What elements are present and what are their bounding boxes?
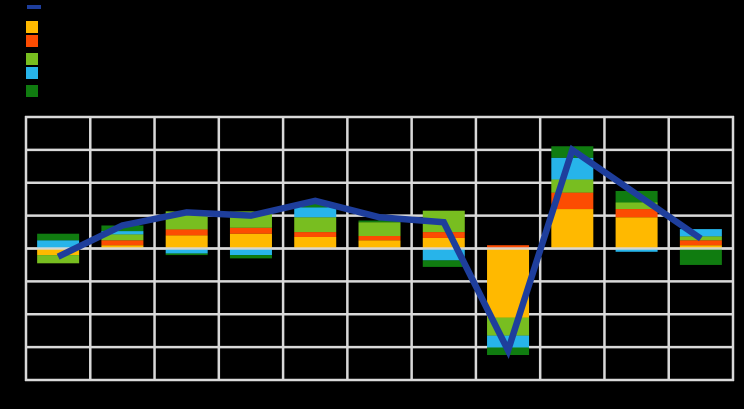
bar-segment: [37, 248, 80, 256]
legend-square-swatch: [26, 53, 38, 65]
legend-item: [26, 85, 44, 97]
bar-segment: [679, 248, 722, 265]
bar-segment: [422, 248, 465, 261]
legend-square-swatch: [26, 21, 38, 33]
bar-segment: [101, 245, 144, 249]
bar-segment: [358, 236, 401, 241]
bar-segment: [294, 203, 337, 208]
line-series: [56, 144, 703, 359]
bar-segment: [294, 236, 337, 249]
bar-segment: [229, 233, 272, 249]
legend-square-swatch: [26, 85, 38, 97]
legend-item: [26, 67, 44, 79]
bar-segment: [615, 248, 658, 252]
legend-line-swatch: [27, 5, 41, 9]
bar-segment: [37, 233, 80, 241]
bar-segment: [294, 207, 337, 218]
legend-square-swatch: [26, 67, 38, 79]
bar-segment: [358, 222, 401, 237]
bar-segment: [37, 255, 80, 264]
bar-segment: [422, 232, 465, 238]
bar-segment: [422, 260, 465, 267]
bar-segment: [229, 255, 272, 259]
bar-segment: [165, 248, 208, 254]
bar-segment: [165, 229, 208, 236]
legend-item: [26, 35, 44, 47]
bar-segment: [551, 209, 594, 249]
bar-segment: [358, 220, 401, 223]
bar-segment: [37, 240, 80, 249]
bar-segment: [101, 231, 144, 235]
bar-segment: [679, 240, 722, 246]
bar-segment: [294, 232, 337, 237]
bar-segment: [229, 227, 272, 234]
bar-segment: [101, 234, 144, 241]
bar-segment: [679, 245, 722, 249]
bar-segment: [615, 217, 658, 249]
bar-segment: [101, 240, 144, 246]
legend-item: [26, 21, 44, 33]
bar-segment: [294, 217, 337, 233]
bar-segment: [615, 209, 658, 218]
bar-segment: [165, 253, 208, 256]
legend-item: [26, 5, 47, 9]
bar-segment: [422, 237, 465, 249]
bar-segment: [165, 235, 208, 249]
bar-segment: [358, 240, 401, 249]
legend-item: [26, 53, 44, 65]
legend-square-swatch: [26, 35, 38, 47]
bar-segment: [229, 248, 272, 256]
bar-segment: [487, 245, 530, 249]
bar-segment: [551, 192, 594, 210]
bar-segment: [615, 202, 658, 210]
bar-segment: [679, 229, 722, 237]
